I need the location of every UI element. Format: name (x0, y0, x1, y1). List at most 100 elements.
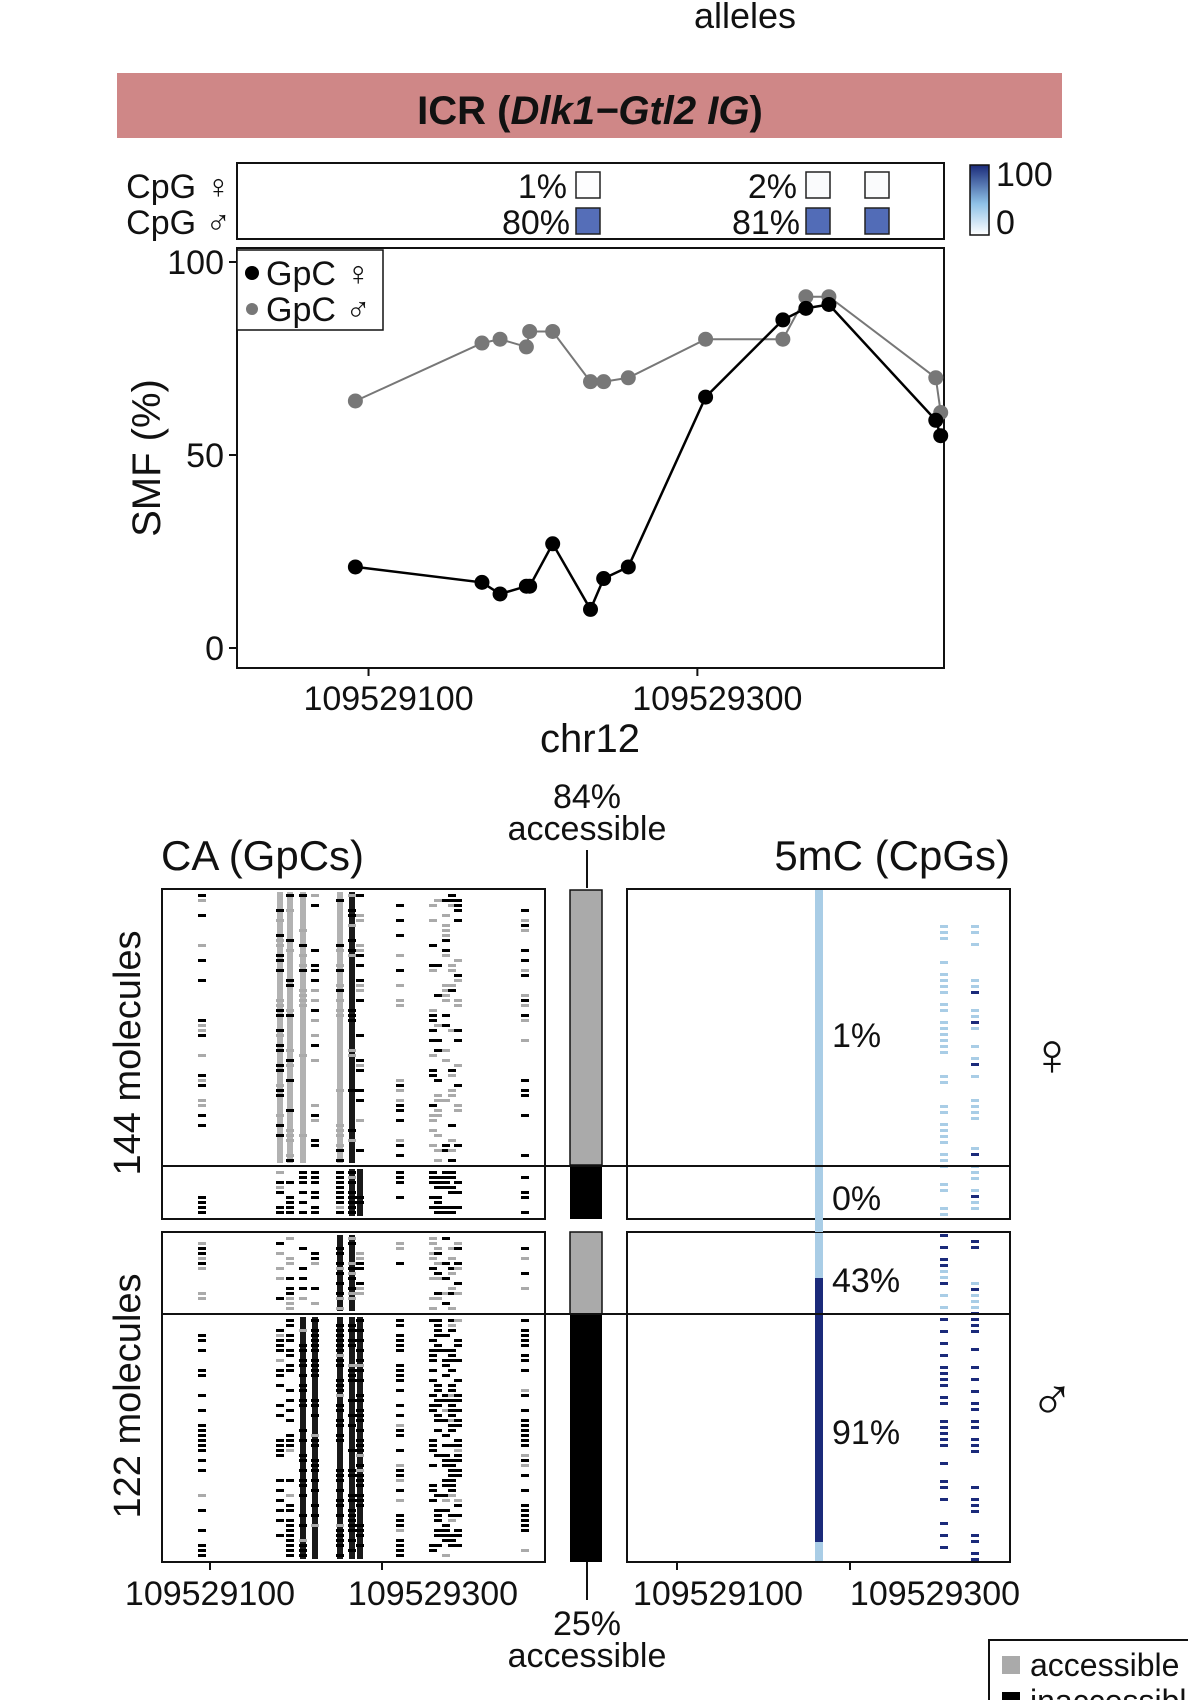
ca-mark (299, 1494, 307, 1497)
ca-mark (276, 1267, 284, 1270)
ca-mark (429, 1354, 437, 1357)
ca-mark (198, 1529, 206, 1532)
ca-mark (276, 1329, 284, 1332)
ca-mark (198, 979, 206, 982)
ca-mark (336, 989, 344, 992)
ca-mark (198, 1029, 206, 1032)
ca-mark (356, 1282, 364, 1285)
ca-mark (434, 1262, 442, 1265)
ca-mark (311, 1339, 319, 1342)
cpg-methylation-marks (815, 890, 979, 1561)
ca-mark (521, 1287, 529, 1290)
ca-mark (396, 1247, 404, 1250)
cpg-mark (940, 1444, 948, 1447)
ca-mark (396, 954, 404, 957)
ca-mark (356, 1292, 364, 1295)
ca-mark (448, 1474, 456, 1477)
cpg-mark (971, 1075, 979, 1078)
ca-mark (276, 1359, 284, 1362)
ca-mark (336, 999, 344, 1002)
ca-mark (448, 1124, 456, 1127)
cpg-mark (940, 1426, 948, 1429)
cpg-mark (940, 1135, 948, 1138)
data-point-gpc-male (545, 323, 561, 339)
ca-mark (429, 1464, 437, 1467)
ca-mark (198, 1434, 206, 1437)
ca-mark (348, 1237, 356, 1240)
ca-mark (429, 1014, 437, 1017)
ca-mark (299, 1134, 307, 1137)
ca-mark (348, 1399, 356, 1402)
ca-mark (299, 1479, 307, 1482)
cpg-mark (940, 1264, 948, 1267)
ca-mark (521, 1419, 529, 1422)
ca-mark (348, 1499, 356, 1502)
ca-mark (336, 1171, 344, 1174)
ca-mark (286, 1334, 294, 1337)
ca-mark (429, 1119, 437, 1122)
ca-mark (356, 1414, 364, 1417)
ca-mark (356, 1484, 364, 1487)
cpg-mark (940, 1123, 948, 1126)
cpg-mark (971, 1105, 979, 1108)
ca-mark (198, 1444, 206, 1447)
ca-mark (311, 1514, 319, 1517)
ca-mark (286, 1534, 294, 1537)
ca-mark (311, 1181, 319, 1184)
cpg-mark (940, 1027, 948, 1030)
ca-mark (356, 1409, 364, 1412)
ca-mark (348, 1364, 356, 1367)
ca-mark (198, 1374, 206, 1377)
ca-mark (396, 1171, 404, 1174)
ca-mark (396, 1389, 404, 1392)
cpg-mark (971, 1177, 979, 1180)
ca-mark (286, 1434, 294, 1437)
ca-mark (429, 1359, 437, 1362)
ca-mark (454, 1499, 462, 1502)
cpg-mark (940, 1039, 948, 1042)
ca-mark (276, 1479, 284, 1482)
ca-mark (286, 1319, 294, 1322)
cluster-bar-male-inaccessible (570, 1314, 602, 1562)
ca-mark (429, 1404, 437, 1407)
bottom-accessible-pct: 25% (553, 1605, 621, 1643)
ca-mark (356, 1479, 364, 1482)
ca-mark (198, 1409, 206, 1412)
ca-mark (286, 1079, 294, 1082)
ca-mark (429, 1369, 437, 1372)
cpg-mark (971, 1246, 979, 1249)
ca-mark (429, 1039, 437, 1042)
ca-mark (311, 1176, 319, 1179)
data-point-gpc-female (928, 412, 944, 428)
legend-male-label: GpC ♂ (266, 291, 371, 329)
ca-mark (276, 1181, 284, 1184)
region-bar (117, 73, 1062, 138)
ca-mark (396, 1499, 404, 1502)
ca-mark (276, 1349, 284, 1352)
ca-mark (356, 1444, 364, 1447)
ca-mark (429, 1129, 437, 1132)
ca-mark (454, 999, 462, 1002)
ca-mark (336, 1539, 344, 1542)
cpg-mark (940, 1051, 948, 1054)
ca-mark (336, 1434, 344, 1437)
ca-mark (311, 949, 319, 952)
cpg-mark (940, 1402, 948, 1405)
ca-mark (429, 1549, 437, 1552)
ca-mark (434, 1344, 442, 1347)
data-point-gpc-female (492, 586, 508, 602)
ca-mark (276, 1374, 284, 1377)
cpg-mark (971, 1195, 979, 1198)
ca-mark (356, 894, 364, 897)
ca-mark (337, 892, 343, 1163)
ca-mark (429, 1019, 437, 1022)
ca-mark (448, 1409, 456, 1412)
ca-mark (286, 894, 294, 897)
ca-mark (299, 1176, 307, 1179)
ca-mark (396, 1374, 404, 1377)
data-point-gpc-female (474, 574, 490, 590)
ca-mark (198, 1034, 206, 1037)
ca-mark (521, 1329, 529, 1332)
ca-mark (348, 1054, 356, 1057)
ca-mark (434, 1404, 442, 1407)
